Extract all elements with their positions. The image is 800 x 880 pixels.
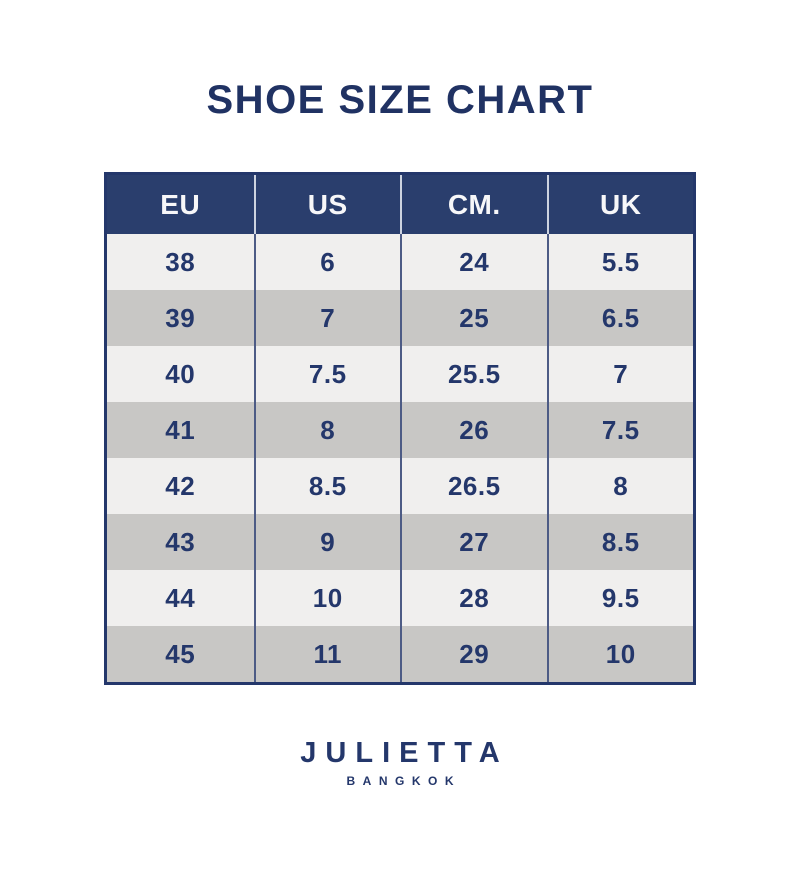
size-cell: 26 — [400, 402, 547, 458]
size-cell: 8 — [547, 458, 694, 514]
size-cell: 25 — [400, 290, 547, 346]
size-cell: 5.5 — [547, 234, 694, 290]
size-cell: 40 — [107, 346, 254, 402]
size-cell: 7.5 — [547, 402, 694, 458]
size-cell: 27 — [400, 514, 547, 570]
size-cell: 6 — [254, 234, 401, 290]
brand-logo: JULIETTA BANGKOK — [0, 739, 800, 787]
size-cell: 7 — [547, 346, 694, 402]
size-cell: 9 — [254, 514, 401, 570]
column-header-uk: UK — [547, 175, 694, 234]
size-cell: 7 — [254, 290, 401, 346]
column-header-us: US — [254, 175, 401, 234]
size-cell: 25.5 — [400, 346, 547, 402]
size-cell: 24 — [400, 234, 547, 290]
column-header-cm: CM. — [400, 175, 547, 234]
brand-name: JULIETTA — [9, 739, 800, 768]
size-cell: 26.5 — [400, 458, 547, 514]
size-cell: 9.5 — [547, 570, 694, 626]
size-cell: 28 — [400, 570, 547, 626]
size-cell: 10 — [254, 570, 401, 626]
brand-city: BANGKOK — [8, 775, 800, 787]
size-cell: 8 — [254, 402, 401, 458]
size-cell: 29 — [400, 626, 547, 682]
size-cell: 44 — [107, 570, 254, 626]
column-header-eu: EU — [107, 175, 254, 234]
size-cell: 6.5 — [547, 290, 694, 346]
size-cell: 45 — [107, 626, 254, 682]
size-cell: 7.5 — [254, 346, 401, 402]
size-cell: 41 — [107, 402, 254, 458]
size-cell: 8.5 — [547, 514, 694, 570]
size-cell: 38 — [107, 234, 254, 290]
size-cell: 10 — [547, 626, 694, 682]
page-title: SHOE SIZE CHART — [0, 80, 800, 120]
size-cell: 42 — [107, 458, 254, 514]
size-cell: 8.5 — [254, 458, 401, 514]
size-cell: 43 — [107, 514, 254, 570]
size-cell: 39 — [107, 290, 254, 346]
size-cell: 11 — [254, 626, 401, 682]
